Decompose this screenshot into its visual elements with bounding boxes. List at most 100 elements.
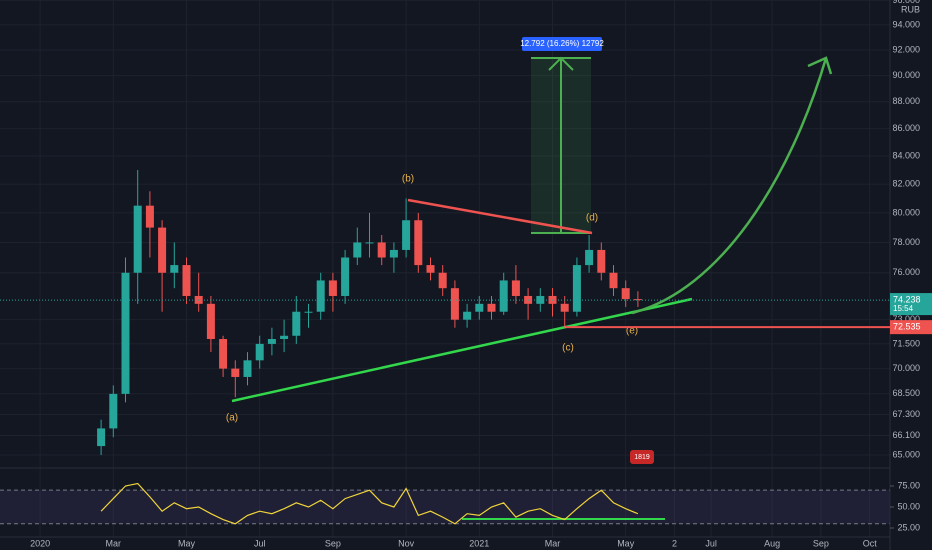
candle-body [426, 265, 435, 273]
candle-body [402, 220, 411, 250]
resistance-line [407, 198, 593, 235]
projection-arrowhead [807, 56, 833, 75]
candle-body [389, 249, 398, 258]
candle-body [475, 303, 484, 312]
y-tick-label: 73.000 [892, 314, 920, 324]
x-tick-label: Oct [863, 538, 878, 548]
rsi-line [100, 482, 639, 525]
measure-arrowhead [548, 56, 574, 71]
candle-body [499, 280, 508, 312]
x-tick-label: Mar [545, 538, 561, 548]
candle-body [609, 272, 618, 289]
y-tick-label: 84.000 [892, 150, 920, 160]
candle-body [206, 303, 215, 340]
x-tick-label: Sep [813, 538, 829, 548]
candle-body [243, 360, 252, 377]
candle-body [219, 339, 228, 369]
candle-body [121, 272, 130, 394]
measure-label: 12.792 (16.26%) 12792 [520, 39, 604, 48]
price-tag [890, 293, 932, 316]
x-tick-label: May [617, 538, 635, 548]
wave-label: (b) [402, 174, 414, 185]
rsi-tick-label: 50.00 [897, 501, 920, 511]
x-tick-label: 2 [672, 538, 677, 548]
y-tick-label: 86.000 [892, 123, 920, 133]
candle-body [621, 288, 630, 300]
candle-body [633, 299, 642, 301]
y-tick-label: 96.000 [892, 0, 920, 5]
candle-body [572, 265, 581, 312]
wave-label: (d) [586, 213, 598, 224]
candle-body [255, 343, 264, 361]
currency: RUB [901, 4, 920, 14]
candle-body [280, 335, 289, 340]
x-tick-label: Aug [764, 538, 780, 548]
candle-body [292, 311, 301, 336]
y-tick-label: 90.000 [892, 70, 920, 80]
y-tick-label: 67.300 [892, 409, 920, 419]
y-tick-label: 70.000 [892, 363, 920, 373]
rsi-tick-label: 25.00 [897, 522, 920, 532]
candle-body [438, 272, 447, 289]
y-tick-label: 82.000 [892, 179, 920, 189]
x-tick-label: 2021 [469, 538, 489, 548]
candle-body [158, 227, 167, 273]
x-tick-label: Mar [106, 538, 122, 548]
candle-body [341, 257, 350, 296]
y-tick-label: 65.000 [892, 449, 920, 459]
price-countdown: 15:54 [893, 304, 914, 313]
x-tick-label: May [178, 538, 196, 548]
wave-label: (e) [626, 326, 638, 337]
y-tick-label: 66.100 [892, 430, 920, 440]
candle-body [597, 249, 606, 273]
badge-label: 1819 [634, 454, 650, 461]
candle-body [145, 205, 154, 228]
candle-body [511, 280, 520, 296]
candle-body [231, 368, 240, 377]
candle-body [463, 311, 472, 320]
candle-body [182, 265, 191, 296]
candle-body [487, 303, 496, 312]
wave-label: (a) [226, 413, 238, 424]
y-tick-label: 80.000 [892, 207, 920, 217]
candle-body [328, 280, 337, 296]
x-tick-label: Nov [398, 538, 415, 548]
candle-body [133, 205, 142, 273]
y-tick-label: 94.000 [892, 19, 920, 29]
support-line [231, 297, 693, 403]
y-tick-label: 76.000 [892, 267, 920, 277]
candle-body [414, 220, 423, 266]
y-tick-label: 88.000 [892, 96, 920, 106]
candle-body [365, 242, 374, 244]
projection-curve [631, 57, 828, 315]
candle-body [170, 265, 179, 273]
price-tag-label: 72.535 [893, 322, 921, 332]
badge [630, 450, 654, 464]
candle-body [560, 303, 569, 312]
candle-body [267, 339, 276, 344]
candle-body [304, 311, 313, 313]
y-tick-label: 68.500 [892, 388, 920, 398]
measure-label-box [522, 37, 602, 51]
candle-body [585, 249, 594, 266]
candle-body [316, 280, 325, 312]
candle-body [377, 242, 386, 258]
y-tick-label: 71.500 [892, 338, 920, 348]
x-tick-label: Jul [254, 538, 266, 548]
candle-body [353, 242, 362, 258]
wave-label: (c) [562, 343, 574, 354]
candle-body [109, 393, 118, 429]
x-tick-label: Sep [325, 538, 341, 548]
x-tick-label: Jul [705, 538, 717, 548]
drawings: 12.792 (16.26%) 12792 (b) (d) (a) (c) (e… [226, 37, 833, 520]
y-tick-label: 92.000 [892, 44, 920, 54]
price-tag [890, 320, 932, 335]
y-tick-label: 78.000 [892, 237, 920, 247]
rsi-tick-label: 75.00 [897, 480, 920, 490]
price-tag-label: 74.238 [893, 294, 921, 304]
x-tick-label: 2020 [30, 538, 50, 548]
candle-body [97, 428, 106, 447]
candle-body [450, 288, 459, 320]
